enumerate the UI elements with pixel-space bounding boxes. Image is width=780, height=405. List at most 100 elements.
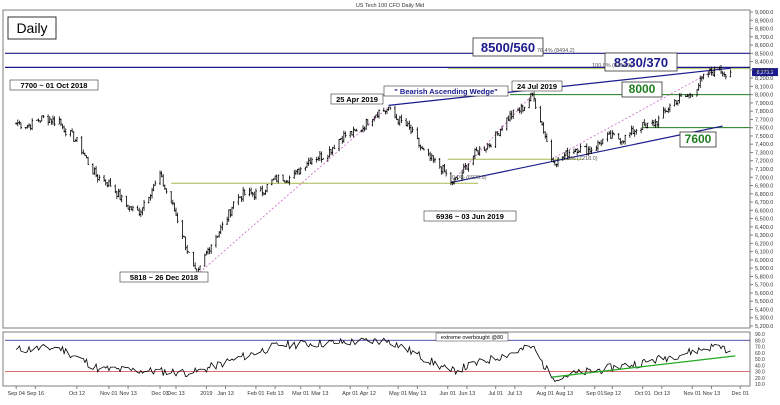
last-price-label: 8,273.3	[757, 70, 774, 76]
price-tick-label: 8,300.0	[755, 68, 773, 74]
time-tick-label: Dec 03	[151, 391, 168, 397]
annotation-box	[383, 85, 509, 97]
rsi-tick-label: 60.0	[755, 351, 765, 357]
time-tick-label: Oct 13	[654, 391, 670, 397]
price-tick-label: 7,400.0	[755, 142, 773, 148]
time-tick-label: Sep 01	[586, 391, 603, 397]
rsi-title-box	[435, 332, 509, 342]
time-tick-label: Mar 13	[311, 391, 328, 397]
price-tick-label: 5,200.0	[755, 324, 773, 330]
price-tick-label: 8,100.0	[755, 84, 773, 90]
last-price-tag	[752, 68, 778, 77]
annotation-label: 24 Jul 2019	[517, 82, 557, 91]
annotation-box	[330, 93, 384, 105]
time-tick-label: May 13	[408, 391, 426, 397]
price-tick-label: 8,600.0	[755, 43, 773, 49]
price-tick-label: 5,900.0	[755, 266, 773, 272]
price-tick-label: 8,800.0	[755, 27, 773, 33]
chart-title: US Tech 100 CFD Daily Mid	[356, 3, 424, 9]
annotation-label: 25 Apr 2019	[336, 95, 378, 104]
price-tick-label: 7,600.0	[755, 126, 773, 132]
axis-layer: 9,000.0 8,900.0 8,800.0 8,700.0 8,600.0 8,500…	[7, 10, 773, 397]
price-tick-label: 6,600.0	[755, 208, 773, 214]
level-label-8000-box	[621, 81, 663, 98]
annotation-box	[119, 271, 209, 283]
time-tick-label: Jan 13	[217, 391, 234, 397]
timeframe-label: Daily	[16, 20, 47, 36]
time-tick-label: Nov 13	[119, 391, 136, 397]
time-tick-label: Nov 13	[703, 391, 720, 397]
price-tick-label: 7,800.0	[755, 109, 773, 115]
price-tick-label: 8,900.0	[755, 18, 773, 24]
level-label-8330: 8330/370	[614, 55, 668, 70]
level-label-7600: 7600	[685, 132, 712, 146]
time-tick-label: Oct 12	[69, 391, 85, 397]
level-label-7600-box	[679, 131, 717, 148]
time-tick-label: Dec 01	[731, 391, 748, 397]
fib-label: 100.0% (8314.2)	[592, 63, 633, 69]
time-tick-label: Apr 01	[342, 391, 358, 397]
rsi-tick-label: 70.0	[755, 345, 765, 351]
time-tick-label: Dec 13	[167, 391, 184, 397]
annotation-label: 6936 ~ 03 Jun 2019	[436, 212, 504, 221]
time-tick-label: Feb 01	[247, 391, 264, 397]
price-tick-label: 8,200.0	[755, 76, 773, 82]
price-tick-label: 8,400.0	[755, 60, 773, 66]
annotation-box	[511, 80, 563, 92]
time-tick-label: Jul 01	[488, 391, 503, 397]
projection-line-1	[196, 106, 389, 276]
time-tick-label: Nov 01	[100, 391, 117, 397]
price-tick-label: 7,900.0	[755, 101, 773, 107]
time-tick-label: Nov 01	[684, 391, 701, 397]
price-tick-label: 8,000.0	[755, 93, 773, 99]
price-tick-label: 7,100.0	[755, 167, 773, 173]
fib-label: 0.0% (6926.9)	[452, 175, 487, 181]
price-tick-label: 7,500.0	[755, 134, 773, 140]
price-tick-label: 5,700.0	[755, 283, 773, 289]
timeframe-box	[7, 16, 57, 40]
time-tick-label: Jun 13	[459, 391, 476, 397]
annotation-label: 7700 ~ 01 Oct 2018	[21, 81, 88, 90]
price-tick-label: 6,900.0	[755, 184, 773, 190]
level-label-8330-box	[604, 52, 678, 72]
price-tick-label: 8,700.0	[755, 35, 773, 41]
time-tick-label: Mar 01	[292, 391, 309, 397]
price-tick-label: 7,000.0	[755, 175, 773, 181]
annotation-label: 5818 ~ 26 Dec 2018	[130, 273, 198, 282]
time-tick-label: Aug 13	[556, 391, 573, 397]
price-tick-label: 7,700.0	[755, 117, 773, 123]
time-tick-label: Feb 13	[267, 391, 284, 397]
time-tick-label: Sep 04	[7, 391, 24, 397]
price-tick-label: 6,000.0	[755, 258, 773, 264]
time-tick-label: May 01	[389, 391, 407, 397]
time-tick-label: Oct 01	[635, 391, 651, 397]
rsi-trendline	[551, 355, 736, 378]
price-tick-label: 6,800.0	[755, 192, 773, 198]
rsi-tick-label: 40.0	[755, 363, 765, 369]
price-tick-label: 5,500.0	[755, 299, 773, 305]
price-tick-label: 5,400.0	[755, 307, 773, 313]
time-tick-label: Sep 12	[604, 391, 621, 397]
price-tick-label: 6,400.0	[755, 225, 773, 231]
rsi-layer: 90.080.070.060.050.040.030.020.010.0 extr…	[5, 332, 765, 388]
price-tick-label: 6,200.0	[755, 241, 773, 247]
price-tick-label: 5,300.0	[755, 316, 773, 322]
candle-layer	[15, 65, 732, 277]
price-tick-label: 7,300.0	[755, 150, 773, 156]
level-label-8500-box	[472, 37, 544, 57]
annotation-layer: 8500/560 8330/370 8000 7600 8,273.3 7700 ~ 01…	[9, 37, 778, 283]
time-tick-label: 2019	[200, 391, 212, 397]
time-tick-label: Jun 01	[439, 391, 456, 397]
rsi-tick-label: 50.0	[755, 357, 765, 363]
price-tick-label: 6,500.0	[755, 217, 773, 223]
price-tick-label: 5,600.0	[755, 291, 773, 297]
time-tick-label: Sep 16	[27, 391, 44, 397]
level-label-8500: 8500/560	[481, 40, 535, 55]
price-tick-label: 6,300.0	[755, 233, 773, 239]
price-tick-label: 5,800.0	[755, 274, 773, 280]
rsi-tick-label: 10.0	[755, 382, 765, 388]
annotation-box	[423, 210, 517, 222]
time-tick-label: Jul 13	[508, 391, 523, 397]
